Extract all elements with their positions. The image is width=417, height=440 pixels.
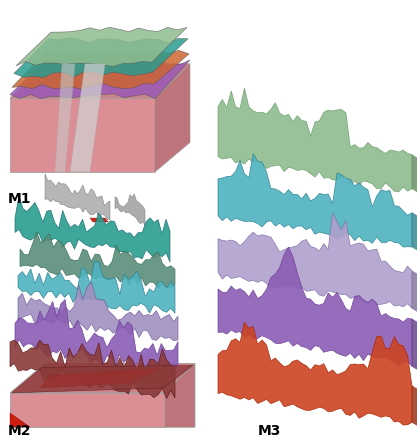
Polygon shape [15,300,178,373]
Polygon shape [218,88,412,192]
Polygon shape [10,393,165,427]
Polygon shape [412,271,417,313]
Polygon shape [115,194,145,226]
Polygon shape [45,173,110,220]
Text: M3: M3 [258,424,281,438]
Polygon shape [218,323,412,425]
Polygon shape [412,213,417,252]
Polygon shape [10,60,190,99]
Polygon shape [218,213,412,308]
Polygon shape [15,196,170,262]
Polygon shape [18,261,175,313]
Polygon shape [10,363,195,393]
Polygon shape [412,386,417,427]
Polygon shape [10,98,155,172]
Polygon shape [218,154,412,247]
Polygon shape [218,247,412,367]
Text: M2: M2 [8,424,32,438]
Polygon shape [12,365,193,393]
Polygon shape [10,413,30,427]
Polygon shape [10,64,190,98]
Polygon shape [20,232,175,288]
Polygon shape [412,319,417,371]
Polygon shape [165,363,195,427]
Text: M1: M1 [8,191,32,205]
Polygon shape [90,218,108,222]
Polygon shape [55,64,75,172]
Polygon shape [18,282,178,341]
Polygon shape [10,340,175,399]
Polygon shape [40,368,160,388]
Polygon shape [14,38,188,77]
Polygon shape [70,64,105,172]
Polygon shape [12,50,189,89]
Polygon shape [16,27,187,66]
Polygon shape [412,155,417,194]
Polygon shape [155,64,190,172]
